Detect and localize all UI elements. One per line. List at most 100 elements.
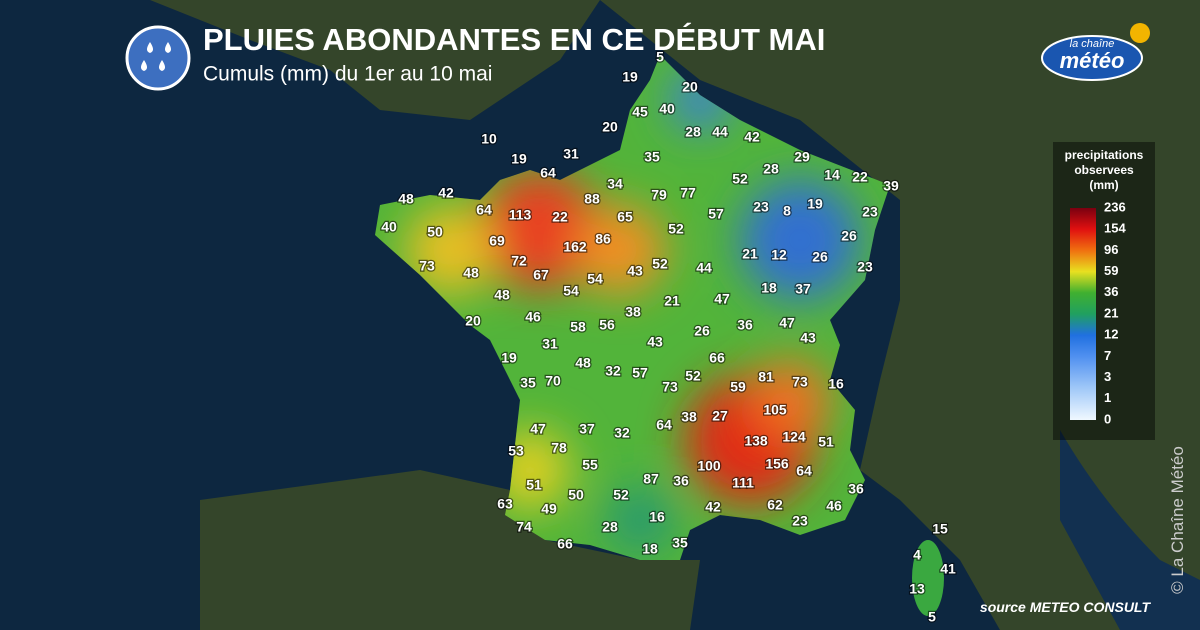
station-value: 31 [542, 336, 558, 352]
station-value: 69 [489, 233, 505, 249]
station-value: 23 [857, 259, 873, 275]
station-value: 124 [782, 429, 806, 445]
copyright: © La Chaîne Météo [1168, 446, 1187, 594]
station-value: 63 [497, 496, 513, 512]
station-value: 48 [494, 287, 510, 303]
station-value: 28 [685, 124, 701, 140]
legend-title: observees [1074, 163, 1134, 177]
station-value: 28 [763, 161, 779, 177]
station-value: 38 [625, 304, 641, 320]
source: source METEO CONSULT [980, 599, 1152, 615]
station-value: 15 [932, 521, 948, 537]
station-value: 32 [605, 363, 621, 379]
station-value: 5 [928, 609, 936, 625]
legend-label: 7 [1104, 348, 1111, 363]
station-value: 16 [649, 509, 665, 525]
station-value: 64 [796, 463, 812, 479]
station-value: 43 [627, 263, 643, 279]
station-value: 35 [644, 149, 660, 165]
station-value: 43 [800, 330, 816, 346]
station-value: 57 [632, 365, 648, 381]
station-value: 54 [587, 271, 603, 287]
station-value: 81 [758, 369, 774, 385]
station-value: 26 [812, 249, 828, 265]
station-value: 21 [664, 293, 680, 309]
station-value: 50 [427, 224, 443, 240]
station-value: 46 [826, 498, 842, 514]
legend-label: 154 [1104, 221, 1126, 236]
station-value: 48 [463, 265, 479, 281]
logo-line1: la chaîne [1070, 38, 1115, 50]
legend-label: 0 [1104, 411, 1111, 426]
station-value: 73 [419, 258, 435, 274]
station-value: 22 [852, 169, 868, 185]
station-value: 10 [481, 131, 497, 147]
background-land [150, 0, 1200, 630]
station-value: 88 [584, 191, 600, 207]
station-value: 32 [614, 425, 630, 441]
station-value: 40 [659, 101, 675, 117]
station-value: 50 [568, 487, 584, 503]
legend-title: (mm) [1089, 178, 1118, 192]
station-value: 39 [883, 178, 899, 194]
station-value: 23 [753, 199, 769, 215]
station-value: 87 [643, 471, 659, 487]
legend-label: 96 [1104, 242, 1118, 257]
station-value: 31 [563, 146, 579, 162]
station-value: 52 [652, 256, 668, 272]
station-value: 23 [862, 204, 878, 220]
station-value: 12 [771, 247, 787, 263]
station-value: 14 [824, 167, 840, 183]
station-value: 72 [511, 253, 527, 269]
station-value: 86 [595, 231, 611, 247]
station-value: 113 [509, 207, 532, 223]
station-value: 48 [575, 355, 591, 371]
station-value: 51 [526, 477, 542, 493]
station-value: 47 [779, 315, 795, 331]
legend-title: precipitations [1065, 148, 1144, 162]
station-value: 4 [913, 547, 921, 563]
station-value: 36 [673, 473, 689, 489]
logo: la chaîne météo [1041, 23, 1150, 81]
station-value: 23 [792, 513, 808, 529]
legend-label: 12 [1104, 327, 1118, 342]
station-value: 65 [617, 209, 633, 225]
station-value: 16 [828, 376, 844, 392]
station-value: 57 [708, 206, 724, 222]
station-value: 55 [582, 457, 598, 473]
subtitle: Cumuls (mm) du 1er au 10 mai [203, 63, 492, 86]
station-value: 26 [694, 323, 710, 339]
station-value: 29 [794, 149, 810, 165]
station-value: 45 [632, 104, 648, 120]
station-value: 52 [685, 368, 701, 384]
legend-label: 36 [1104, 284, 1118, 299]
legend-label: 1 [1104, 390, 1111, 405]
station-value: 64 [476, 202, 492, 218]
station-value: 18 [761, 280, 777, 296]
station-value: 138 [744, 433, 768, 449]
station-value: 37 [579, 421, 595, 437]
station-value: 44 [696, 260, 712, 276]
station-value: 53 [508, 443, 524, 459]
title-icon [125, 25, 191, 91]
logo-line2: météo [1060, 48, 1125, 73]
station-value: 70 [545, 373, 561, 389]
station-value: 156 [765, 456, 789, 472]
station-value: 5 [656, 49, 664, 65]
station-value: 20 [602, 119, 618, 135]
station-value: 47 [530, 421, 546, 437]
station-value: 79 [651, 187, 667, 203]
station-value: 35 [672, 535, 688, 551]
station-value: 48 [398, 191, 414, 207]
station-value: 78 [551, 440, 567, 456]
station-value: 52 [668, 221, 684, 237]
station-value: 77 [680, 185, 696, 201]
station-value: 59 [730, 379, 746, 395]
station-value: 51 [818, 434, 834, 450]
station-value: 36 [737, 317, 753, 333]
station-value: 73 [662, 379, 678, 395]
station-value: 52 [613, 487, 629, 503]
station-value: 58 [570, 319, 586, 335]
station-value: 42 [438, 185, 454, 201]
